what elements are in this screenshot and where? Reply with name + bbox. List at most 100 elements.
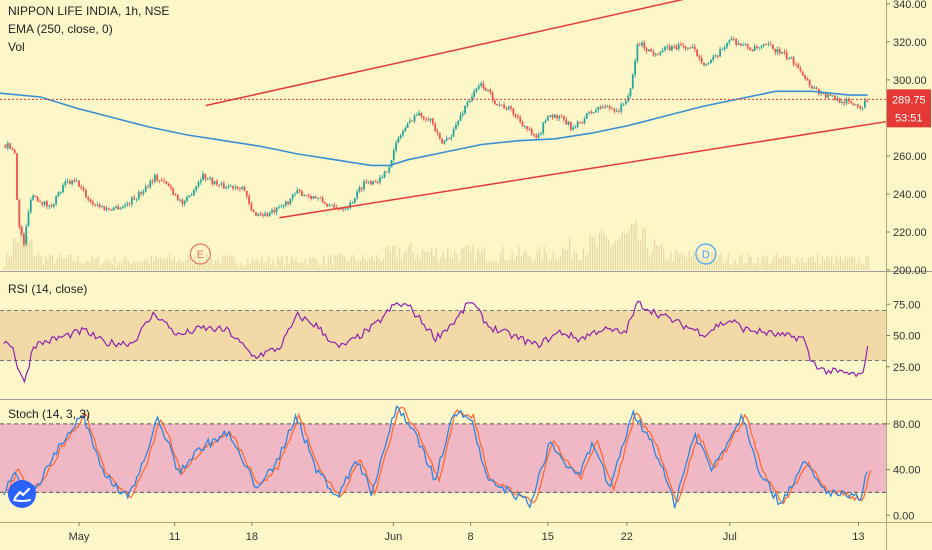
candle-body: [275, 207, 278, 213]
volume-bar: [564, 248, 566, 270]
candle-body: [344, 208, 347, 210]
volume-bar: [725, 260, 727, 270]
upper-channel-line[interactable]: [205, 0, 783, 107]
candle-body: [749, 47, 751, 50]
candle: [124, 202, 126, 209]
volume-bar: [548, 260, 550, 270]
volume-bar: [837, 259, 839, 270]
volume-bar: [134, 262, 136, 270]
candle-body: [505, 108, 508, 110]
candle-body: [560, 116, 563, 118]
candle-body: [866, 100, 869, 102]
candle-body: [390, 160, 393, 168]
rsi-legend[interactable]: RSI (14, close): [8, 282, 88, 296]
candle-body: [698, 56, 701, 58]
tradingview-logo[interactable]: [8, 480, 36, 508]
candle: [767, 41, 770, 47]
volume-bar: [752, 263, 754, 270]
candle: [666, 44, 669, 50]
volume-bar: [380, 261, 382, 270]
candle: [429, 118, 432, 123]
candle-body: [684, 46, 687, 49]
stoch-pane[interactable]: [0, 405, 886, 509]
candle-body: [735, 39, 738, 45]
time-scale[interactable]: May 11 18 Jun 8 15 22 Jul 13: [69, 522, 865, 543]
candle-body: [386, 171, 388, 173]
volume-bar: [497, 263, 499, 270]
event-marker-circle[interactable]: [695, 243, 717, 265]
candle: [445, 135, 448, 142]
candle-body: [441, 138, 443, 144]
time-scale-label: 22: [621, 531, 633, 543]
candle-body: [94, 204, 96, 206]
volume-bar: [201, 263, 203, 270]
candle: [517, 113, 519, 120]
volume-bar: [15, 238, 17, 270]
candle-body: [245, 190, 248, 197]
candle-body: [41, 202, 44, 205]
candle: [682, 42, 685, 49]
candle: [243, 185, 246, 192]
candle: [576, 120, 579, 129]
volume-bar: [311, 257, 313, 270]
candle-body: [248, 196, 250, 204]
candle: [266, 211, 269, 217]
candle-body: [140, 192, 142, 194]
volume-bar: [403, 251, 405, 270]
candle: [236, 185, 239, 191]
candle-body: [4, 144, 7, 148]
candle: [57, 191, 60, 198]
ema-legend[interactable]: EMA (250, close, 0): [8, 22, 113, 36]
time-scale-label: 13: [852, 531, 864, 543]
volume-bar: [757, 257, 759, 270]
candle-body: [795, 64, 797, 66]
candle: [627, 93, 630, 103]
volume-bar: [70, 255, 72, 270]
lower-channel-line[interactable]: [279, 120, 887, 219]
volume-bar: [686, 257, 688, 270]
volume-bar: [180, 261, 182, 270]
candle-body: [241, 186, 244, 190]
chart-title[interactable]: NIPPON LIFE INDIA, 1h, NSE: [8, 4, 170, 18]
volume-bar: [835, 254, 837, 270]
candle: [160, 177, 163, 182]
candle-body: [234, 187, 237, 189]
volume-legend[interactable]: Vol: [8, 40, 25, 54]
volume-bar: [228, 255, 231, 270]
stoch-legend[interactable]: Stoch (14, 3, 3): [8, 407, 91, 421]
volume-bar: [676, 251, 679, 270]
event-marker-circle[interactable]: [189, 243, 211, 265]
candle: [64, 179, 67, 188]
stoch-band: [0, 423, 886, 493]
volume-bar: [56, 259, 58, 270]
candle: [108, 207, 110, 211]
volume-bar: [3, 266, 5, 270]
volume-bar: [766, 255, 768, 270]
candle-body: [351, 202, 354, 204]
volume-bar: [435, 247, 437, 270]
candle-body: [622, 103, 625, 105]
candle: [815, 86, 818, 90]
volume-bar: [472, 245, 474, 270]
candle: [220, 181, 223, 187]
candle: [117, 203, 119, 210]
candle: [202, 171, 204, 181]
rsi-pane[interactable]: [0, 300, 886, 384]
candle: [618, 108, 620, 114]
candle-body: [445, 138, 448, 141]
price-scale[interactable]: 200.00220.00240.00260.00280.00300.00320.…: [886, 0, 927, 522]
volume-bar: [389, 251, 391, 270]
candle: [503, 101, 505, 109]
candle: [301, 189, 303, 197]
candle-body: [579, 122, 581, 123]
candle-body: [553, 114, 556, 118]
candle-body: [714, 55, 717, 57]
candle: [11, 147, 14, 151]
volume-bar: [467, 246, 470, 270]
candle-body: [769, 44, 772, 45]
candle: [634, 58, 636, 78]
candle-body: [673, 46, 676, 47]
